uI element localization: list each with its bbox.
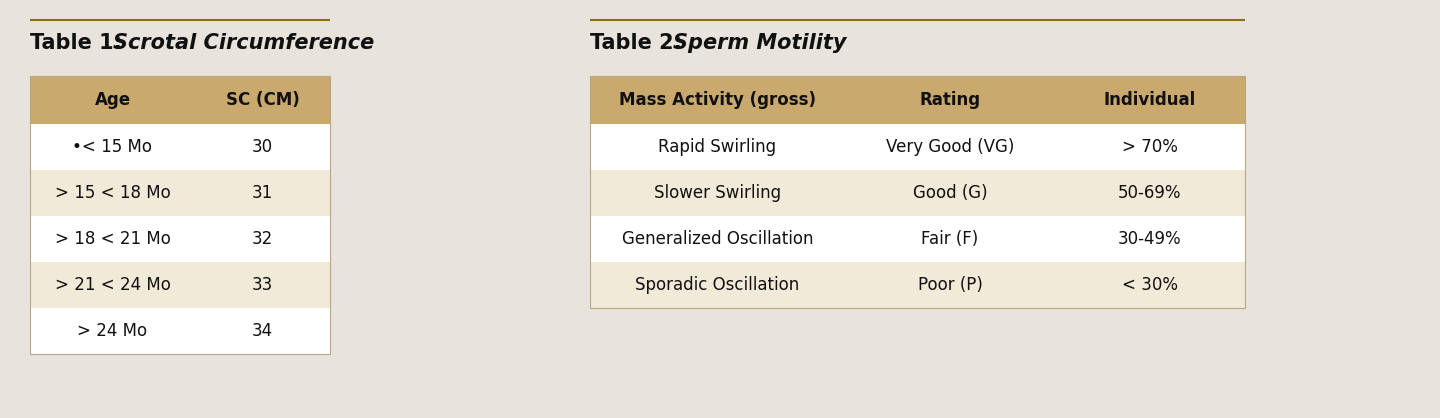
- Text: Good (G): Good (G): [913, 184, 988, 202]
- Text: 31: 31: [252, 184, 274, 202]
- Text: 34: 34: [252, 322, 274, 340]
- Bar: [590, 76, 1246, 124]
- Bar: [590, 262, 1246, 308]
- Text: Table 1:: Table 1:: [30, 33, 130, 53]
- Text: Individual: Individual: [1104, 91, 1197, 109]
- Text: > 24 Mo: > 24 Mo: [78, 322, 147, 340]
- Text: Rapid Swirling: Rapid Swirling: [658, 138, 776, 156]
- Text: 30-49%: 30-49%: [1119, 230, 1182, 248]
- Bar: [590, 124, 1246, 170]
- Text: > 70%: > 70%: [1122, 138, 1178, 156]
- Text: 32: 32: [252, 230, 274, 248]
- Text: Sperm Motility: Sperm Motility: [672, 33, 847, 53]
- Text: 30: 30: [252, 138, 274, 156]
- Text: Fair (F): Fair (F): [922, 230, 979, 248]
- Bar: [30, 262, 330, 308]
- Text: Poor (P): Poor (P): [917, 276, 982, 294]
- Text: > 15 < 18 Mo: > 15 < 18 Mo: [55, 184, 170, 202]
- Text: 50-69%: 50-69%: [1119, 184, 1182, 202]
- Text: > 21 < 24 Mo: > 21 < 24 Mo: [55, 276, 170, 294]
- Text: Age: Age: [95, 91, 131, 109]
- Text: •< 15 Mo: •< 15 Mo: [72, 138, 153, 156]
- Text: Sporadic Oscillation: Sporadic Oscillation: [635, 276, 799, 294]
- Text: Table 1: Scrotal Circumference: Table 1: Scrotal Circumference: [30, 33, 392, 53]
- Text: > 18 < 21 Mo: > 18 < 21 Mo: [55, 230, 170, 248]
- Text: Generalized Oscillation: Generalized Oscillation: [622, 230, 814, 248]
- Bar: [590, 170, 1246, 216]
- Text: SC (CM): SC (CM): [226, 91, 300, 109]
- Text: Rating: Rating: [919, 91, 981, 109]
- Text: Mass Activity (gross): Mass Activity (gross): [619, 91, 816, 109]
- Text: Slower Swirling: Slower Swirling: [654, 184, 780, 202]
- Bar: [30, 76, 330, 124]
- Bar: [30, 170, 330, 216]
- Bar: [30, 124, 330, 170]
- Bar: [30, 308, 330, 354]
- Text: < 30%: < 30%: [1122, 276, 1178, 294]
- Text: Table 2: Sperm Motility: Table 2: Sperm Motility: [590, 33, 863, 53]
- Text: 33: 33: [252, 276, 274, 294]
- Text: Scrotal Circumference: Scrotal Circumference: [112, 33, 374, 53]
- Bar: [30, 76, 330, 354]
- Text: Table 2:: Table 2:: [590, 33, 690, 53]
- Text: Very Good (VG): Very Good (VG): [886, 138, 1014, 156]
- Bar: [590, 76, 1246, 308]
- Bar: [30, 216, 330, 262]
- Bar: [590, 216, 1246, 262]
